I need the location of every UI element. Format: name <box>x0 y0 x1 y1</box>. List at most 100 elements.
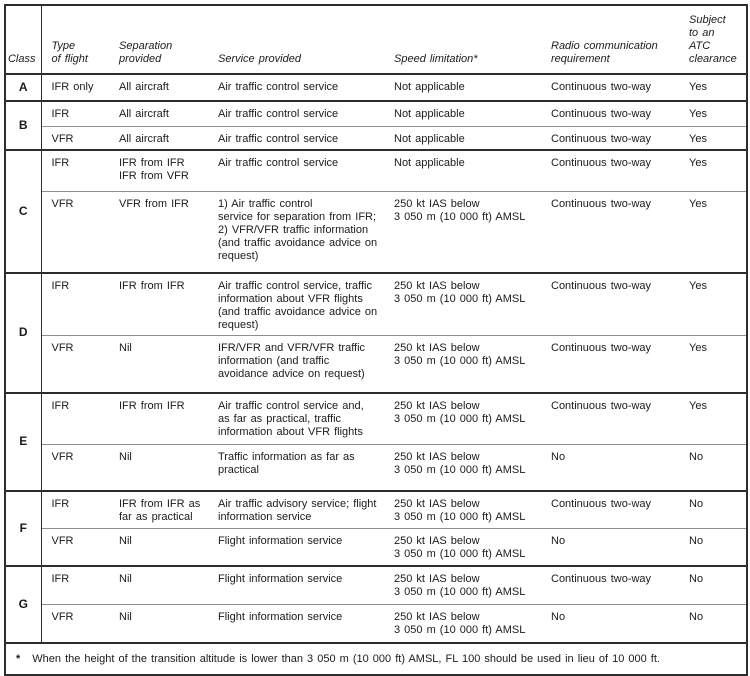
radio-cell: Continuous two-way <box>551 497 652 510</box>
radio-cell: No <box>551 528 689 566</box>
class-letter: E <box>5 392 42 491</box>
subject-cell: Yes <box>689 280 707 292</box>
subject-cell: Yes <box>689 157 707 169</box>
footnote-text: When the height of the transition altitu… <box>32 652 660 665</box>
speed-cell: 250 kt IAS below 3 050 m (10 000 ft) AMS… <box>394 528 551 566</box>
class-b-group: B IFR All aircraft Air traffic control s… <box>5 101 747 150</box>
radio-cell: Continuous two-way <box>551 399 652 412</box>
table-header: Class Type of flight Separation provided… <box>5 5 747 74</box>
radio-cell: Continuous two-way <box>551 108 652 120</box>
class-letter: C <box>5 150 42 273</box>
separation-cell: All aircraft <box>119 81 169 93</box>
separation-cell: All aircraft <box>119 125 218 150</box>
separation-cell: All aircraft <box>119 108 169 120</box>
speed-cell: 250 kt IAS below 3 050 m (10 000 ft) AMS… <box>394 604 551 643</box>
table-row: A IFR only All aircraft Air traffic cont… <box>5 74 747 101</box>
footnote-asterisk: * <box>16 652 21 665</box>
service-cell: Flight information service <box>218 528 394 566</box>
header-radio-communication: Radio communication requirement <box>551 40 658 65</box>
separation-cell: IFR from IFR <box>119 399 185 412</box>
speed-cell: Not applicable <box>394 108 465 120</box>
table-row: F IFR IFR from IFR as far as practical A… <box>5 490 747 566</box>
radio-cell: Continuous two-way <box>551 81 652 93</box>
speed-cell: 250 kt IAS below 3 050 m (10 000 ft) AMS… <box>394 335 551 393</box>
table-row: VFR Nil Traffic information as far as pr… <box>5 444 747 491</box>
subject-cell: Yes <box>689 335 747 393</box>
type-cell: IFR <box>51 108 70 120</box>
service-cell: Air traffic control service <box>218 157 339 169</box>
subject-cell: No <box>689 572 704 585</box>
type-cell: IFR only <box>51 81 94 93</box>
class-letter: A <box>5 74 42 101</box>
class-letter: B <box>5 101 42 150</box>
type-cell: VFR <box>41 604 119 643</box>
subject-cell: Yes <box>689 81 707 93</box>
table-row: G IFR Nil Flight information service 250… <box>5 565 747 643</box>
radio-cell: Continuous two-way <box>551 125 689 150</box>
subject-cell: No <box>689 497 704 510</box>
subject-cell: Yes <box>689 108 707 120</box>
service-cell: Air traffic control service <box>218 108 339 120</box>
separation-cell: Nil <box>119 604 218 643</box>
class-g-group: G IFR Nil Flight information service 250… <box>5 565 747 643</box>
service-cell: Air traffic control service <box>218 81 339 93</box>
separation-cell: VFR from IFR <box>119 190 218 273</box>
radio-cell: Continuous two-way <box>551 335 689 393</box>
service-cell: Flight information service <box>218 572 343 585</box>
speed-cell: Not applicable <box>394 81 465 93</box>
footnote-cell: * When the height of the transition altit… <box>5 643 747 675</box>
class-letter: D <box>5 273 42 393</box>
table-row: VFR Nil Flight information service 250 k… <box>5 528 747 566</box>
service-cell: Air traffic control service, traffic inf… <box>218 280 378 331</box>
table-row: VFR All aircraft Air traffic control ser… <box>5 125 747 150</box>
radio-cell: Continuous two-way <box>551 572 652 585</box>
subject-cell: Yes <box>689 125 747 150</box>
speed-cell: Not applicable <box>394 125 551 150</box>
table-row: VFR VFR from IFR 1) Air traffic control … <box>5 190 747 273</box>
footnote-row: * When the height of the transition altit… <box>5 643 747 675</box>
class-letter: F <box>5 490 42 566</box>
type-cell: VFR <box>41 125 119 150</box>
speed-cell: 250 kt IAS below 3 050 m (10 000 ft) AMS… <box>394 190 551 273</box>
table-row: E IFR IFR from IFR Air traffic control s… <box>5 392 747 491</box>
service-cell: Air traffic control service and, as far … <box>218 399 364 438</box>
type-cell: IFR <box>51 572 70 585</box>
subject-cell: Yes <box>689 190 747 273</box>
radio-cell: Continuous two-way <box>551 280 652 292</box>
subject-cell: No <box>689 528 747 566</box>
service-cell: Air traffic advisory service; flight inf… <box>218 497 377 523</box>
table-footnote: * When the height of the transition altit… <box>5 642 747 675</box>
class-c-group: C IFR IFR from IFR IFR from VFR Air traf… <box>5 150 747 273</box>
table-row: VFR Nil Flight information service 250 k… <box>5 604 747 643</box>
type-cell: VFR <box>41 190 119 273</box>
separation-cell: IFR from IFR as far as practical <box>119 497 201 523</box>
speed-cell: Not applicable <box>394 157 465 169</box>
separation-cell: Nil <box>119 572 132 585</box>
speed-cell: 250 kt IAS below 3 050 m (10 000 ft) AMS… <box>394 572 526 598</box>
subject-cell: Yes <box>689 399 707 412</box>
subject-cell: No <box>689 444 747 491</box>
airspace-classes-table: Class Type of flight Separation provided… <box>4 4 748 676</box>
table-row: B IFR All aircraft Air traffic control s… <box>5 101 747 150</box>
header-type-of-flight: Type of flight <box>51 40 88 65</box>
table-row: D IFR IFR from IFR Air traffic control s… <box>5 273 747 393</box>
separation-cell: IFR from IFR <box>119 280 185 292</box>
table-row: VFR Nil IFR/VFR and VFR/VFR traffic info… <box>5 335 747 393</box>
header-service-provided: Service provided <box>218 53 301 65</box>
service-cell: Flight information service <box>218 604 394 643</box>
type-cell: IFR <box>51 280 70 292</box>
class-f-group: F IFR IFR from IFR as far as practical A… <box>5 490 747 566</box>
speed-cell: 250 kt IAS below 3 050 m (10 000 ft) AMS… <box>394 399 526 425</box>
speed-cell: 250 kt IAS below 3 050 m (10 000 ft) AMS… <box>394 444 551 491</box>
radio-cell: No <box>551 444 689 491</box>
radio-cell: No <box>551 604 689 643</box>
class-e-group: E IFR IFR from IFR Air traffic control s… <box>5 392 747 491</box>
speed-cell: 250 kt IAS below 3 050 m (10 000 ft) AMS… <box>394 497 526 523</box>
separation-cell: IFR from IFR IFR from VFR <box>119 157 189 182</box>
service-cell: IFR/VFR and VFR/VFR traffic information … <box>218 335 394 393</box>
speed-cell: 250 kt IAS below 3 050 m (10 000 ft) AMS… <box>394 280 526 305</box>
class-a-group: A IFR only All aircraft Air traffic cont… <box>5 74 747 101</box>
subject-cell: No <box>689 604 747 643</box>
separation-cell: Nil <box>119 444 218 491</box>
